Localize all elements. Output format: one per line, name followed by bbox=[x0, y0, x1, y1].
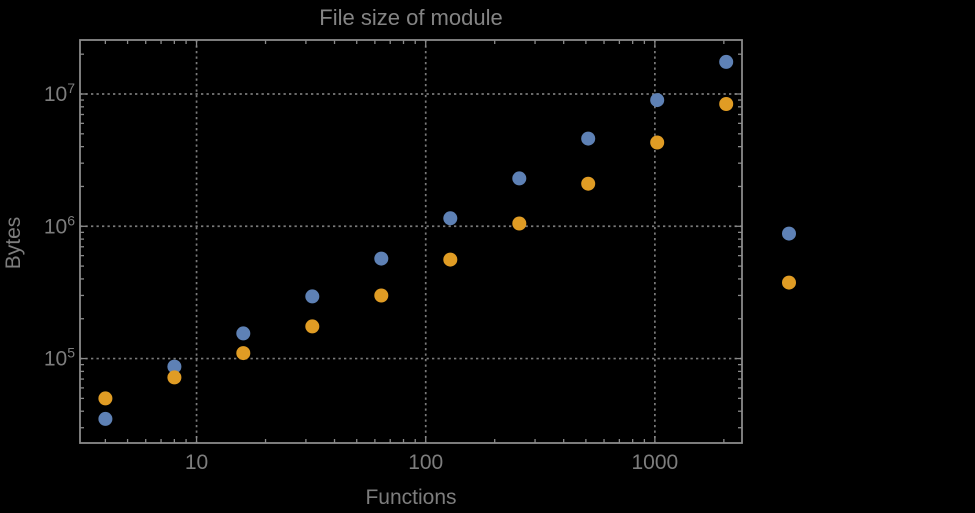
axis-ticks bbox=[80, 40, 742, 443]
y-tick-label: 106 bbox=[44, 212, 75, 238]
data-point bbox=[650, 93, 665, 108]
series-1-blue bbox=[98, 54, 796, 426]
y-tick-label: 105 bbox=[44, 345, 75, 371]
data-point bbox=[374, 288, 389, 303]
grid-lines bbox=[80, 40, 742, 443]
data-point bbox=[167, 359, 182, 374]
data-point bbox=[236, 326, 251, 341]
y-tick-labels: 105 106 107 bbox=[44, 80, 75, 371]
data-point bbox=[650, 135, 665, 150]
y-axis-label: Bytes bbox=[2, 216, 25, 270]
data-point bbox=[443, 252, 458, 267]
x-tick-labels: 10 100 1000 bbox=[185, 451, 678, 474]
data-point bbox=[98, 391, 113, 406]
data-point bbox=[719, 97, 734, 111]
data-point bbox=[374, 251, 389, 266]
plot-frame bbox=[79, 39, 743, 444]
x-tick-label: 1000 bbox=[632, 451, 679, 474]
data-point bbox=[512, 216, 527, 231]
data-point bbox=[581, 176, 596, 191]
data-point bbox=[782, 275, 796, 290]
data-point bbox=[167, 370, 182, 385]
data-point bbox=[305, 319, 320, 334]
data-point bbox=[782, 226, 796, 241]
data-point bbox=[236, 346, 251, 361]
data-point bbox=[443, 211, 458, 226]
data-point bbox=[719, 54, 734, 69]
data-point bbox=[512, 171, 527, 186]
x-axis-label: Functions bbox=[365, 486, 457, 509]
data-point bbox=[305, 289, 320, 304]
x-tick-label: 10 bbox=[185, 451, 208, 474]
x-tick-label: 100 bbox=[408, 451, 443, 474]
chart-title: File size of module bbox=[319, 5, 503, 30]
series-2-orange bbox=[98, 97, 796, 406]
data-point bbox=[581, 131, 596, 146]
y-tick-label: 107 bbox=[44, 80, 75, 106]
data-point bbox=[98, 411, 113, 426]
